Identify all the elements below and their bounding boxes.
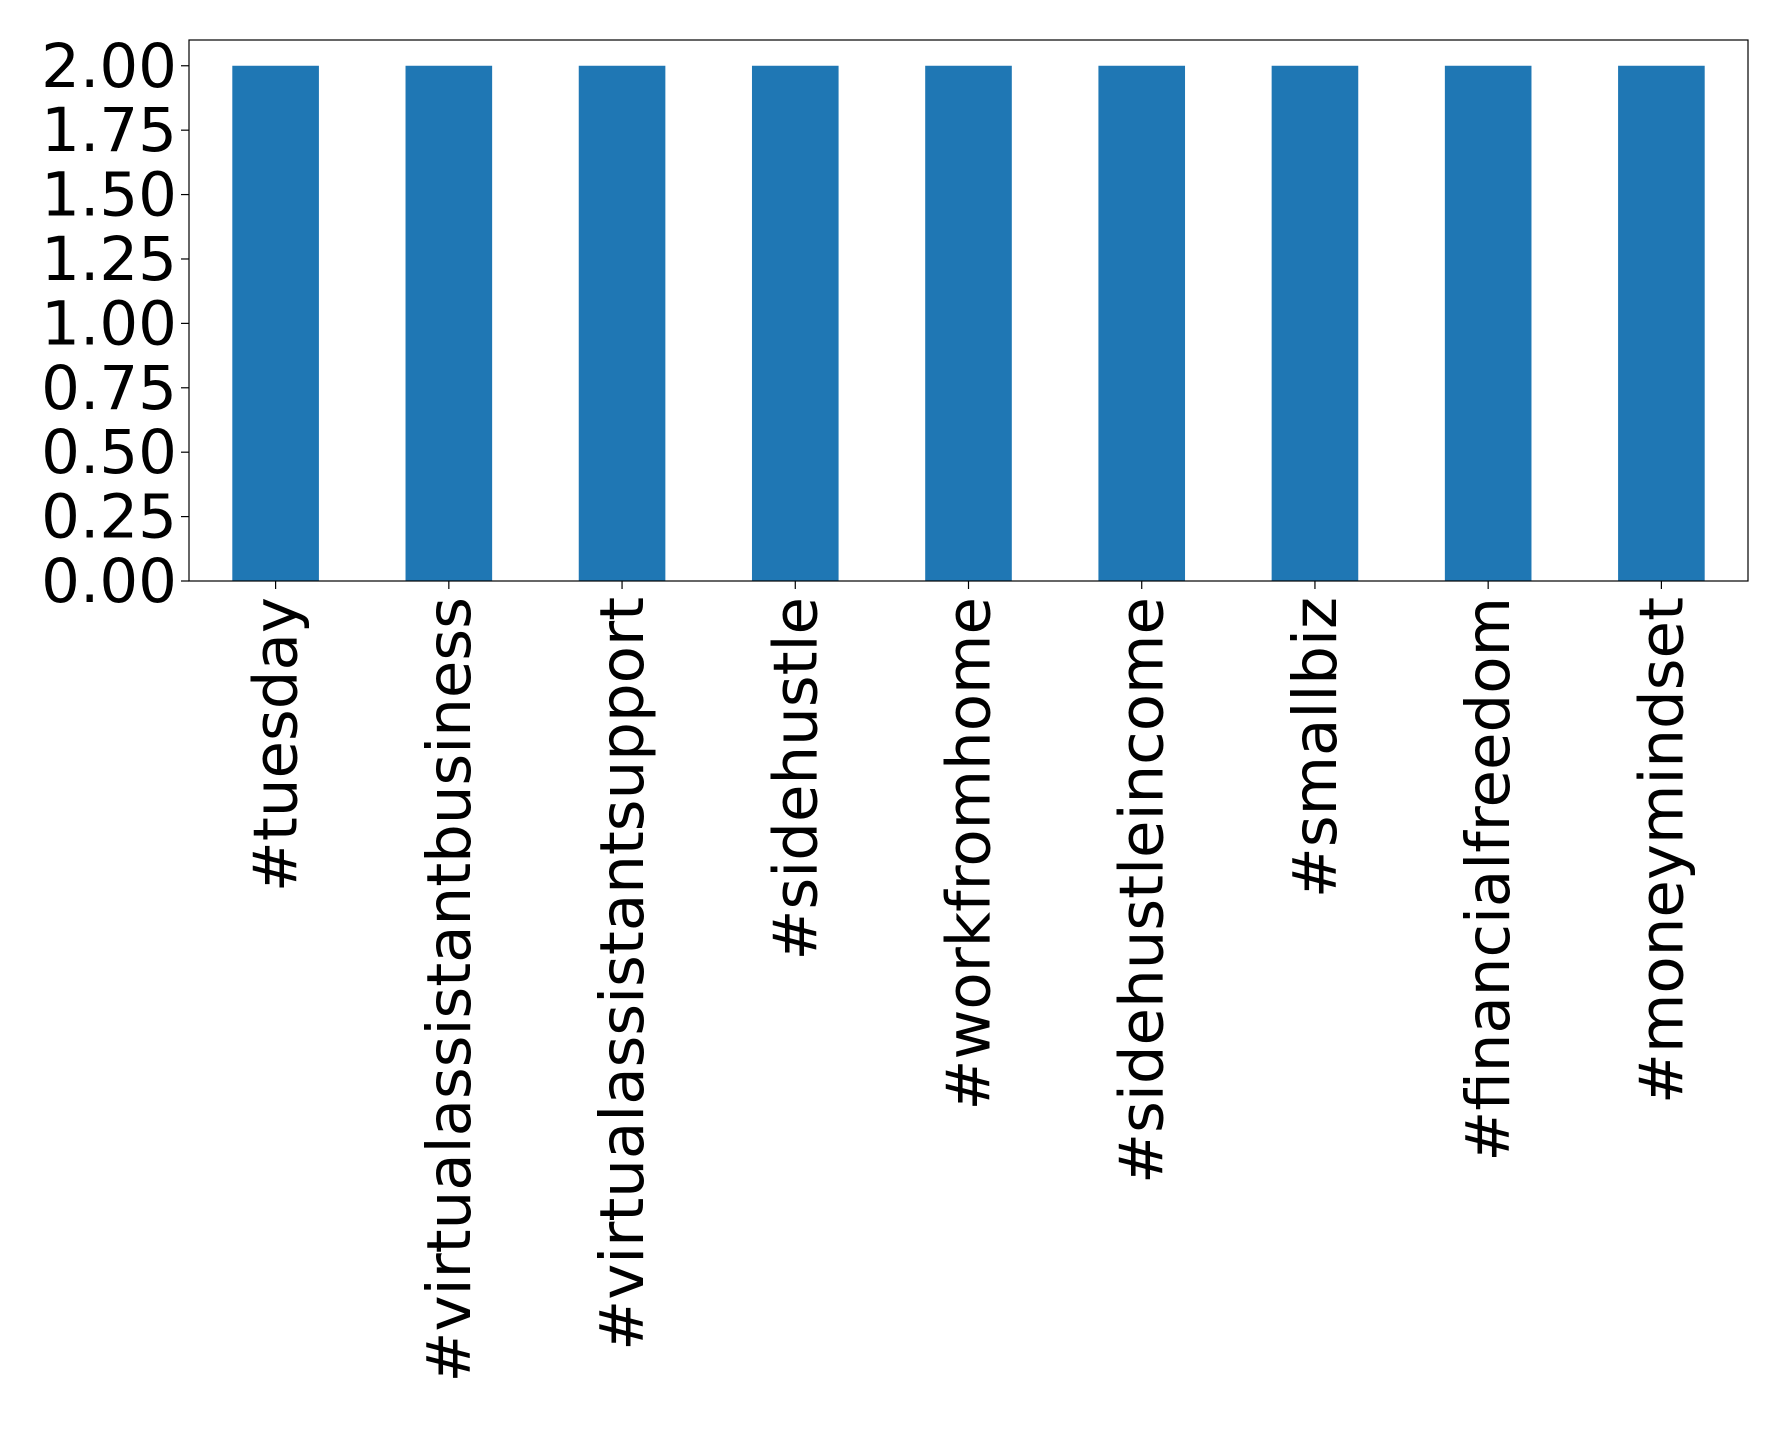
bar <box>232 65 319 581</box>
y-tick-label: 2.00 <box>41 31 177 102</box>
x-tick-label: #moneymindset <box>1626 597 1697 1104</box>
y-tick-label: 1.25 <box>41 224 177 295</box>
plot-frame <box>188 39 1749 582</box>
y-tick-label: 1.50 <box>41 160 177 231</box>
x-tick-label: #virtualassistantbusiness <box>414 597 485 1383</box>
y-tick-label: 1.75 <box>41 95 177 166</box>
y-tick-label: 0.75 <box>41 353 177 424</box>
x-tick-label: #sidehustleincome <box>1107 597 1178 1184</box>
x-tick-label: #workfromhome <box>934 597 1005 1111</box>
x-tick-label: #smallbiz <box>1280 597 1351 898</box>
bar <box>1271 65 1359 581</box>
bar <box>578 65 666 581</box>
bar <box>405 65 493 581</box>
x-tick-label: #virtualassistantsupport <box>587 597 658 1351</box>
x-tick-label: #sidehustle <box>760 597 831 961</box>
bar <box>1618 65 1705 581</box>
bar <box>1444 65 1532 581</box>
y-tick-label: 0.00 <box>41 546 177 617</box>
bar <box>925 65 1012 581</box>
bar <box>751 65 839 581</box>
y-tick-label: 0.25 <box>41 482 177 553</box>
bar <box>1098 65 1186 581</box>
y-tick-label: 1.00 <box>41 288 177 359</box>
y-tick-label: 0.50 <box>41 417 177 488</box>
x-tick-label: #financialfreedom <box>1453 597 1524 1162</box>
x-tick-label: #tuesday <box>241 597 312 892</box>
